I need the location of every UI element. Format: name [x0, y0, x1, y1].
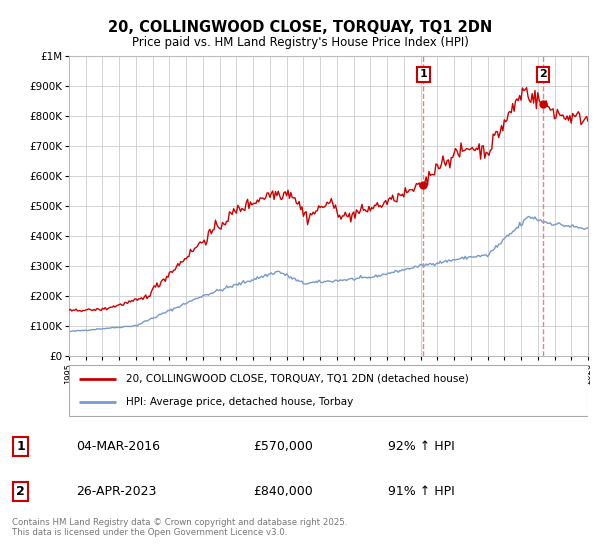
Text: 1: 1 [16, 440, 25, 453]
Text: HPI: Average price, detached house, Torbay: HPI: Average price, detached house, Torb… [126, 397, 353, 407]
Text: 92% ↑ HPI: 92% ↑ HPI [388, 440, 455, 453]
Text: 20, COLLINGWOOD CLOSE, TORQUAY, TQ1 2DN (detached house): 20, COLLINGWOOD CLOSE, TORQUAY, TQ1 2DN … [126, 374, 469, 384]
Text: 04-MAR-2016: 04-MAR-2016 [77, 440, 161, 453]
Text: 2: 2 [539, 69, 547, 80]
Text: 20, COLLINGWOOD CLOSE, TORQUAY, TQ1 2DN: 20, COLLINGWOOD CLOSE, TORQUAY, TQ1 2DN [108, 20, 492, 35]
Text: 91% ↑ HPI: 91% ↑ HPI [388, 485, 455, 498]
Text: £570,000: £570,000 [253, 440, 313, 453]
Text: Price paid vs. HM Land Registry's House Price Index (HPI): Price paid vs. HM Land Registry's House … [131, 36, 469, 49]
FancyBboxPatch shape [69, 365, 588, 416]
Text: 1: 1 [419, 69, 427, 80]
Text: Contains HM Land Registry data © Crown copyright and database right 2025.
This d: Contains HM Land Registry data © Crown c… [12, 518, 347, 538]
Text: 26-APR-2023: 26-APR-2023 [77, 485, 157, 498]
Text: £840,000: £840,000 [253, 485, 313, 498]
Text: 2: 2 [16, 485, 25, 498]
